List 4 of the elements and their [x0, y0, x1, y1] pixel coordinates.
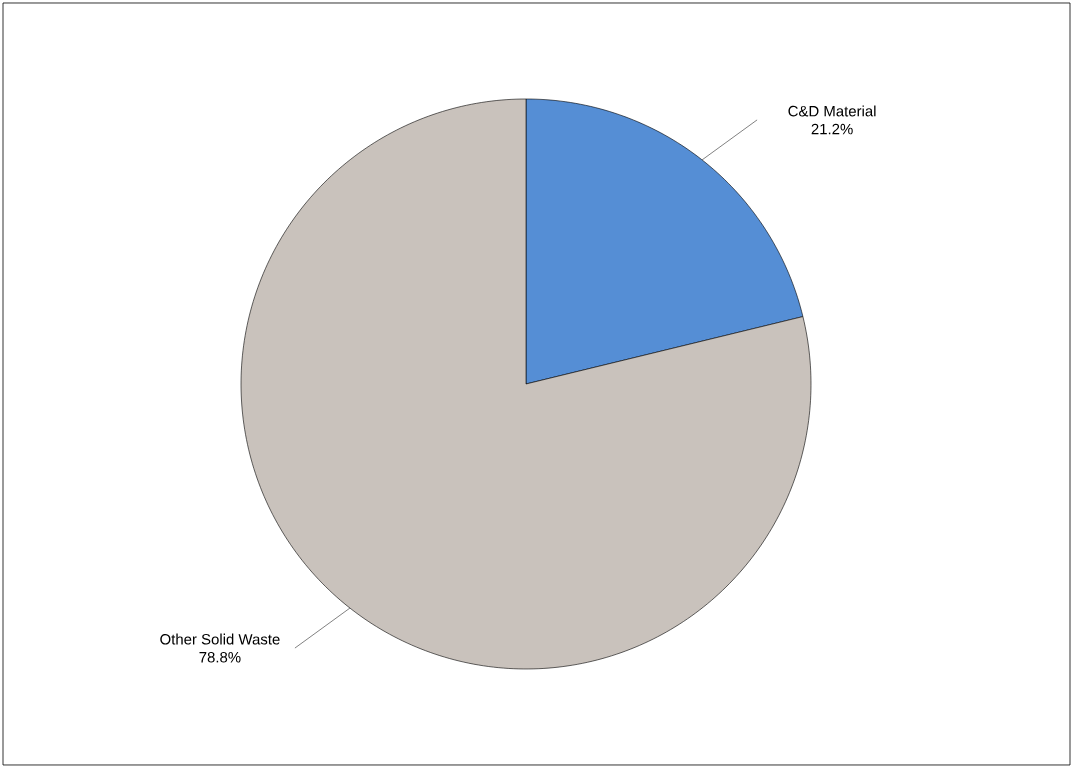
data-label: 78.8%: [199, 651, 241, 663]
slice-label: Other Solid Waste: [160, 633, 280, 645]
slice-label: C&D Material: [788, 105, 876, 117]
data-label: 21.2%: [811, 123, 853, 135]
